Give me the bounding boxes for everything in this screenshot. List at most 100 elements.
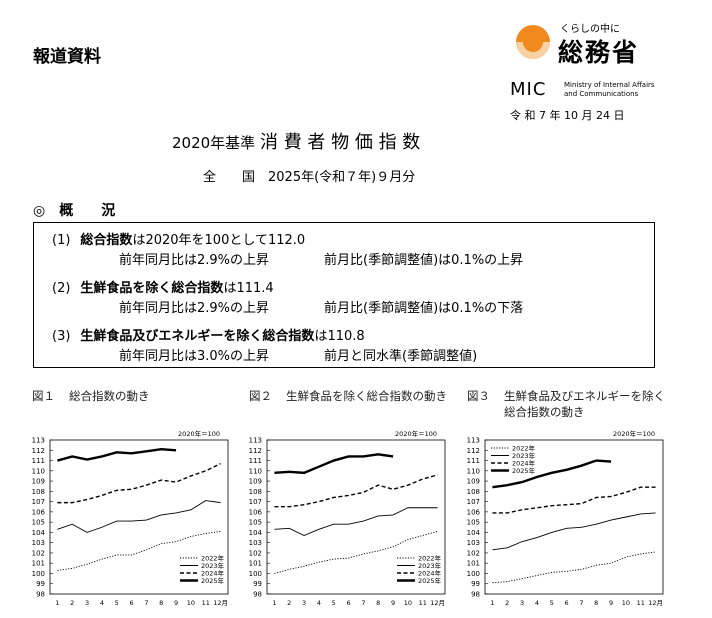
chart-title-text: 生鮮食品を除く総合指数の動き [286, 389, 447, 403]
series-line [274, 453, 394, 475]
series-line [57, 500, 221, 533]
item-label: (3) [52, 329, 71, 344]
y-tick-label: 98 [36, 591, 45, 599]
chart-title: 図１ 総合指数の動き [32, 388, 232, 404]
y-tick-label: 102 [249, 549, 262, 557]
x-tick-label: 2 [505, 599, 509, 607]
item-bold: 生鮮食品を除く総合指数 [80, 281, 224, 296]
legend-label: 2024年 [201, 569, 225, 578]
item: (3) 生鮮食品及びエネルギーを除く総合指数は110.8 [52, 325, 365, 344]
series-line [57, 448, 177, 462]
x-tick-label: 5 [332, 599, 336, 607]
item: (2) 生鮮食品を除く総合指数は111.4 [52, 277, 274, 296]
x-tick-label: 7 [144, 599, 148, 607]
x-tick-label: 11 [202, 599, 210, 607]
chart: 2020年＝1009899100101102103104105106107108… [249, 429, 446, 607]
x-tick-label: 4 [317, 599, 321, 607]
item-yoy: 前年同月比は3.0%の上昇 [119, 349, 270, 364]
legend-label: 2022年 [512, 444, 536, 453]
y-tick-label: 105 [249, 519, 262, 527]
note: 2020年＝100 [395, 429, 437, 438]
y-tick-label: 100 [467, 570, 480, 578]
y-tick-label: 105 [32, 519, 45, 527]
y-tick-label: 107 [467, 498, 480, 506]
y-tick-label: 103 [249, 539, 262, 547]
y-tick-label: 113 [467, 437, 480, 445]
y-tick-label: 106 [249, 508, 263, 516]
item-bold: 生鮮食品及びエネルギーを除く総合指数 [80, 329, 315, 344]
x-tick-label: 7 [361, 599, 365, 607]
mic-en: Ministry of Internal Affairs [564, 81, 655, 89]
plot-frame [266, 439, 446, 595]
x-tick-label: 7 [579, 599, 583, 607]
y-tick-label: 99 [36, 580, 45, 588]
item-mom: 前月比(季節調整値)は0.1%の上昇 [324, 253, 524, 268]
x-tick-label: 6 [130, 599, 134, 607]
plot-frame [484, 439, 664, 595]
y-tick-label: 104 [32, 529, 46, 537]
item-rest: は111.4 [223, 281, 274, 296]
title: 2020年基準 消 費 者 物 価 指 数 [172, 128, 420, 154]
y-tick-label: 103 [467, 539, 480, 547]
y-tick-label: 109 [249, 478, 262, 486]
y-tick-label: 102 [32, 549, 45, 557]
chart-title: 図２ 生鮮食品を除く総合指数の動き [249, 388, 449, 404]
item-yoy: 前年同月比は2.9%の上昇 [119, 253, 270, 268]
subtitle: 全 国 2025年(令和７年)９月分 [203, 170, 416, 185]
x-tick-label: 2 [70, 599, 74, 607]
x-tick-label: 6 [347, 599, 351, 607]
x-tick-label: 10 [187, 599, 195, 607]
y-tick-label: 112 [467, 447, 480, 455]
x-tick-label: 4 [535, 599, 539, 607]
y-tick-label: 101 [249, 560, 262, 568]
section: ◎ 概 況 [33, 203, 116, 219]
x-tick-label: 3 [520, 599, 524, 607]
y-tick-label: 99 [253, 580, 262, 588]
legend-label: 2022年 [418, 554, 442, 563]
x-tick-label: 8 [594, 599, 598, 607]
item-label: (2) [52, 281, 71, 296]
x-tick-label: 9 [174, 599, 178, 607]
x-tick-label: 1 [55, 599, 59, 607]
item-mom: 前月と同水準(季節調整値) [324, 349, 478, 364]
x-tick-label: 9 [391, 599, 395, 607]
legend-label: 2025年 [418, 576, 442, 585]
x-tick-label: 11 [419, 599, 427, 607]
mic-en: and Communications [564, 90, 639, 98]
chart-label: 図２ [249, 389, 272, 403]
y-tick-label: 108 [32, 488, 45, 496]
y-tick-label: 107 [249, 498, 262, 506]
y-tick-label: 105 [467, 519, 480, 527]
chart: 2020年＝1009899100101102103104105106107108… [467, 429, 664, 607]
y-tick-label: 110 [249, 467, 262, 475]
y-tick-label: 112 [32, 447, 45, 455]
y-tick-label: 98 [471, 591, 480, 599]
series-line [274, 474, 438, 508]
series-line [57, 530, 221, 571]
slogan: くらしの中に [560, 24, 620, 35]
x-tick-label: 12月 [648, 599, 663, 607]
y-tick-label: 111 [32, 457, 45, 465]
title-main: 消 費 者 物 価 指 数 [259, 132, 421, 153]
y-tick-label: 108 [249, 488, 262, 496]
x-tick-label: 1 [272, 599, 276, 607]
x-tick-label: 11 [637, 599, 645, 607]
y-tick-label: 111 [249, 457, 262, 465]
logo-icon [516, 25, 550, 59]
summary-box: (1) 総合指数は2020年を100として112.0 前年同月比は2.9%の上昇 前月… [33, 222, 655, 368]
y-tick-label: 101 [467, 560, 480, 568]
x-tick-label: 1 [490, 599, 494, 607]
legend-label: 2023年 [418, 561, 442, 570]
y-tick-label: 98 [253, 591, 262, 599]
title-base: 2020年基準 [172, 134, 256, 152]
y-tick-label: 113 [249, 437, 262, 445]
legend-label: 2024年 [418, 569, 442, 578]
y-tick-label: 112 [249, 447, 262, 455]
item-yoy: 前年同月比は2.9%の上昇 [119, 301, 270, 316]
legend-label: 2023年 [201, 561, 225, 570]
item-rest: は2020年を100として112.0 [132, 233, 306, 248]
chart-title: 図３ 生鮮食品及びエネルギーを除く総合指数の動き [467, 388, 667, 420]
y-tick-label: 109 [467, 478, 480, 486]
y-tick-label: 107 [32, 498, 45, 506]
series-line [492, 459, 612, 489]
